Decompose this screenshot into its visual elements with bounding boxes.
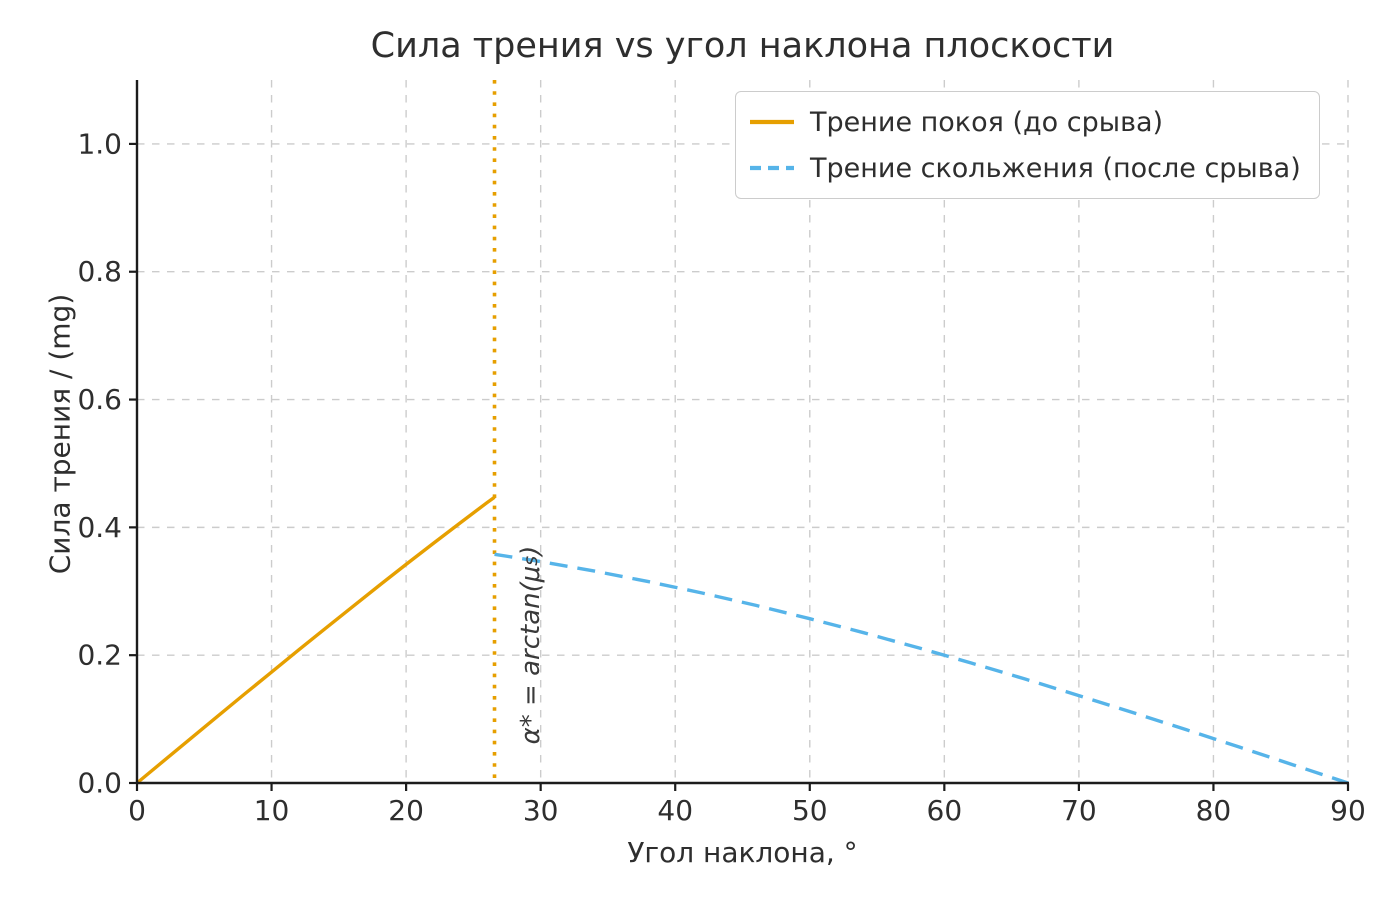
legend-item-kinetic: Трение скольжения (после срыва) [748,148,1301,188]
x-tick-label: 70 [1061,794,1097,827]
x-tick-label: 30 [523,794,559,827]
y-tick-label: 0.6 [77,383,122,416]
critical-angle-annotation: α* = arctan(μ s) [509,514,553,776]
y-tick-label: 0.4 [77,511,122,544]
static-friction-line [135,495,496,785]
kinetic-line-swatch-icon [750,165,794,171]
static-line-swatch-icon [750,119,794,125]
x-axis-label: Угол наклона, ° [627,836,858,869]
chart-title: Сила трения vs угол наклона плоскости [370,26,1115,66]
y-tick-label: 0.0 [77,767,122,800]
x-tick-label: 20 [388,794,424,827]
x-tick-label: 80 [1196,794,1232,827]
legend-item-static: Трение покоя (до срыва) [748,102,1301,142]
x-tick-label: 0 [128,794,146,827]
y-tick-label: 0.2 [77,639,122,672]
annotation-text-prefix: α* = arctan(μ [516,565,546,745]
y-tick-label: 1.0 [77,127,122,160]
annotation-text-suffix: ) [516,545,546,556]
x-tick-label: 60 [927,794,963,827]
x-tick-label: 40 [657,794,693,827]
annotation-subscript: s [520,555,542,566]
x-tick-label: 90 [1330,794,1366,827]
y-axis-label: Сила трения / (mg) [43,293,77,575]
legend-label-static: Трение покоя (до срыва) [810,106,1164,138]
kinetic-friction-line [494,552,1349,785]
y-tick-label: 0.8 [77,255,122,288]
x-tick-label: 50 [792,794,828,827]
legend-label-kinetic: Трение скольжения (после срыва) [810,152,1301,184]
x-tick-label: 10 [254,794,290,827]
legend: Трение покоя (до срыва) Трение скольжени… [735,91,1320,199]
